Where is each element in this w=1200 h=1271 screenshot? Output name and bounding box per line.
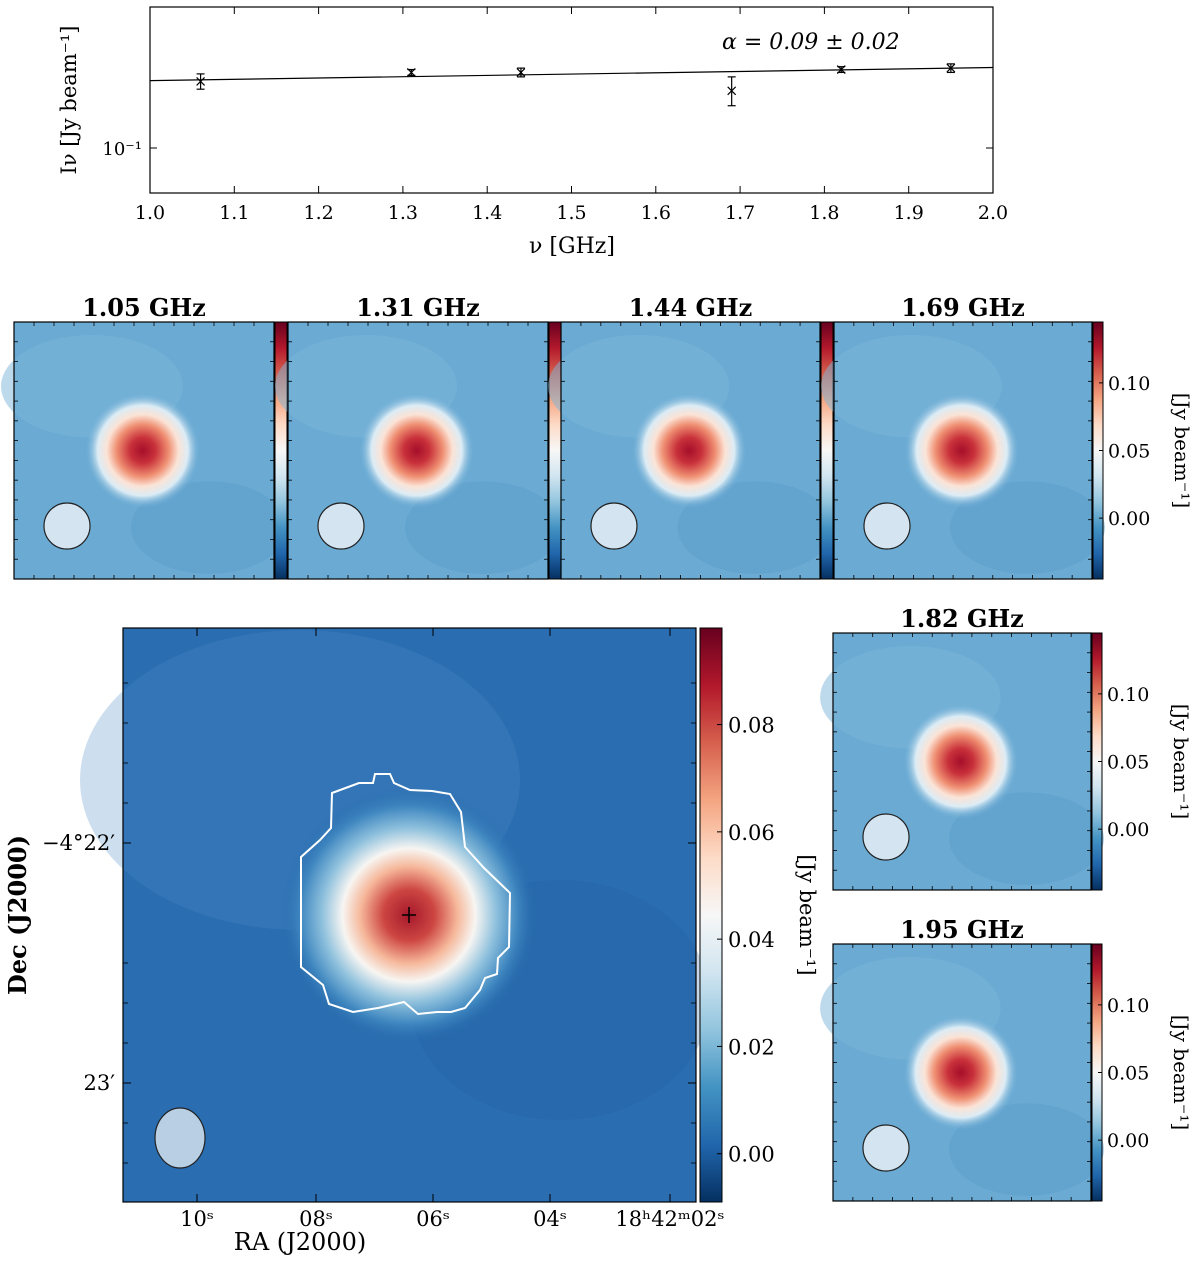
channel-map-title: 1.31 GHz xyxy=(356,293,480,322)
colorbar-tick-label: 0.10 xyxy=(1107,995,1149,1017)
channel-map-panel: 1.05 GHz xyxy=(1,293,288,580)
channel-map-title: 1.95 GHz xyxy=(900,915,1024,944)
x-tick-label: 1.2 xyxy=(303,202,333,224)
channel-map-title: 1.44 GHz xyxy=(629,293,753,322)
map-frame xyxy=(832,943,1092,1202)
map-frame xyxy=(13,321,275,580)
channel-maps: 1.05 GHz 1.31 GHz 1.44 GHz 1.69 GHz 0.00 0.05… xyxy=(1,293,1194,1202)
beam-ellipse xyxy=(43,502,91,550)
spectrum-axes-frame xyxy=(149,6,994,194)
data-point xyxy=(196,73,206,90)
source-emission xyxy=(903,392,1020,509)
map-frame xyxy=(833,321,1093,580)
data-point xyxy=(946,63,956,74)
map-noise-patch xyxy=(405,481,561,574)
colorbar-tick-label: 0.10 xyxy=(1108,373,1150,395)
colorbar-tick-label: 0.04 xyxy=(728,928,775,952)
colorbar-tick-label: 0.00 xyxy=(1107,819,1149,841)
colorbar-label: [Jy beam⁻¹] xyxy=(1169,704,1193,819)
x-tick-label: 1.1 xyxy=(219,202,249,224)
spectrum-y-axis-label: Iν [Jy beam⁻¹] xyxy=(57,26,81,175)
map-noise-patch xyxy=(677,481,833,574)
channel-colorbar xyxy=(820,321,834,580)
map-frame xyxy=(560,321,821,580)
dec-tick-label: 23′ xyxy=(84,1071,116,1095)
beam-ellipse xyxy=(154,1107,206,1169)
colorbar-tick-label: 0.05 xyxy=(1108,441,1150,463)
map-noise-patch xyxy=(131,481,287,574)
beam-ellipse xyxy=(863,502,911,550)
data-point xyxy=(516,67,526,78)
channel-map-panel: 1.44 GHz xyxy=(548,293,834,580)
combined-map: 10ˢ 08ˢ 06ˢ 04ˢ 18ʰ42ᵐ02ˢ −4°22′ 23′ RA (J2000… xyxy=(3,627,819,1256)
colorbar-tick-label: 0.10 xyxy=(1107,684,1149,706)
beam-ellipse xyxy=(862,1124,910,1172)
x-tick-label: 1.4 xyxy=(472,202,502,224)
dec-axis-label: Dec (J2000) xyxy=(3,835,32,995)
channel-colorbar xyxy=(548,321,562,580)
ra-tick-label: 18ʰ42ᵐ02ˢ xyxy=(615,1207,724,1231)
map-noise-patch xyxy=(950,481,1105,574)
ra-tick-label: 08ˢ xyxy=(299,1207,333,1231)
colorbar-tick-label: 0.05 xyxy=(1107,752,1149,774)
ra-tick-label: 10ˢ xyxy=(180,1207,214,1231)
colorbar-tick-label: 0.00 xyxy=(1107,1130,1149,1152)
x-tick-label: 1.7 xyxy=(725,202,755,224)
channel-map-panel: 1.69 GHz 0.00 0.05 0.10 [Jy beam⁻¹] xyxy=(821,293,1194,580)
source-emission xyxy=(84,392,201,509)
channel-map-title: 1.05 GHz xyxy=(82,293,206,322)
map-noise-patch xyxy=(949,1103,1104,1196)
source-contour xyxy=(300,773,512,1016)
channel-colorbar xyxy=(274,321,288,580)
colorbar-tick-label: 0.00 xyxy=(728,1143,775,1167)
colorbar-label: [Jy beam⁻¹] xyxy=(1169,1015,1193,1130)
combined-map-frame xyxy=(122,627,697,1203)
combined-colorbar xyxy=(699,627,723,1203)
source-emission xyxy=(902,1014,1019,1131)
x-tick-label: 1.5 xyxy=(556,202,586,224)
data-point xyxy=(836,65,846,74)
y-tick-label: 10⁻¹ xyxy=(102,139,142,160)
ra-tick-label: 04ˢ xyxy=(533,1207,567,1231)
channel-map-title: 1.69 GHz xyxy=(901,293,1025,322)
colorbar-tick-label: 0.05 xyxy=(1107,1063,1149,1085)
ra-axis-label: RA (J2000) xyxy=(234,1228,366,1256)
beam-ellipse xyxy=(590,502,638,550)
spectrum-x-axis-label: ν [GHz] xyxy=(529,234,615,259)
ra-tick-label: 06ˢ xyxy=(416,1207,450,1231)
beam-ellipse xyxy=(862,813,910,861)
spectrum-plot: 1.0 1.1 1.2 1.3 1.4 1.5 1.6 1.7 1.8 1.9 2.0 10⁻¹ α… xyxy=(57,6,1008,259)
map-noise-patch xyxy=(949,792,1104,885)
beam-ellipse xyxy=(317,502,365,550)
colorbar-tick-label: 0.00 xyxy=(1108,508,1150,530)
power-law-fit-line xyxy=(149,66,994,82)
map-frame xyxy=(832,632,1092,891)
colorbar-label: [Jy beam⁻¹] xyxy=(1170,393,1194,508)
source-emission xyxy=(902,703,1019,820)
channel-map-title: 1.82 GHz xyxy=(900,604,1024,633)
data-point xyxy=(406,68,416,77)
dec-tick-label: −4°22′ xyxy=(42,831,115,855)
x-tick-label: 1.8 xyxy=(809,202,839,224)
spectral-index-annotation: α = 0.09 ± 0.02 xyxy=(722,30,900,55)
data-point xyxy=(727,76,737,107)
x-tick-label: 1.0 xyxy=(135,202,165,224)
x-tick-label: 1.6 xyxy=(641,202,671,224)
channel-map-panel: 1.31 GHz xyxy=(275,293,562,580)
x-tick-label: 2.0 xyxy=(978,202,1008,224)
map-frame xyxy=(287,321,549,580)
channel-map-panel: 1.82 GHz 0.00 0.05 0.10 [Jy beam⁻¹] xyxy=(820,604,1193,891)
combined-colorbar-label: [Jy beam⁻¹] xyxy=(795,854,819,975)
source-emission xyxy=(631,392,748,509)
channel-map-panel: 1.95 GHz 0.00 0.05 0.10 [Jy beam⁻¹] xyxy=(820,915,1193,1202)
x-tick-label: 1.9 xyxy=(894,202,924,224)
x-tick-label: 1.3 xyxy=(388,202,418,224)
colorbar-tick-label: 0.02 xyxy=(728,1035,775,1059)
source-emission xyxy=(358,392,475,509)
colorbar-tick-label: 0.08 xyxy=(728,714,775,738)
colorbar-tick-label: 0.06 xyxy=(728,821,775,845)
